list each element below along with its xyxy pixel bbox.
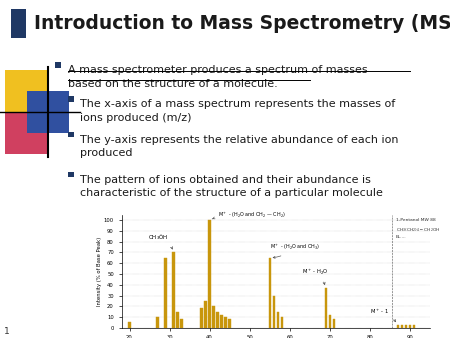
Bar	[208, 220, 211, 328]
Bar	[68, 96, 73, 102]
Text: 1-Pentanol MW 88: 1-Pentanol MW 88	[396, 218, 436, 222]
Bar	[220, 315, 223, 328]
Bar	[68, 172, 73, 177]
Text: EL....: EL....	[396, 235, 406, 239]
Y-axis label: Intensity (% of Base Peak): Intensity (% of Base Peak)	[97, 237, 102, 306]
Bar	[55, 62, 60, 68]
Text: CH$_3$ÔH: CH$_3$ÔH	[148, 233, 173, 249]
Bar	[269, 258, 271, 328]
Text: A mass spectrometer produces a spectrum of masses
based on the structure of a mo: A mass spectrometer produces a spectrum …	[68, 65, 368, 89]
Text: The x-axis of a mass spectrum represents the masses of
ions produced (m/z): The x-axis of a mass spectrum represents…	[80, 99, 395, 123]
Text: The pattern of ions obtained and their abundance is
characteristic of the struct: The pattern of ions obtained and their a…	[80, 175, 383, 198]
Bar	[324, 288, 327, 328]
Text: Introduction to Mass Spectrometry (MS): Introduction to Mass Spectrometry (MS)	[34, 14, 450, 33]
Bar	[27, 91, 69, 133]
Bar	[413, 324, 415, 328]
Bar	[277, 312, 279, 328]
Bar	[405, 324, 407, 328]
Bar	[5, 70, 47, 112]
Bar	[5, 112, 47, 154]
Bar	[68, 132, 73, 137]
Text: M$^+$ - (H$_2$O and CH$_3$): M$^+$ - (H$_2$O and CH$_3$)	[270, 242, 320, 258]
Bar	[225, 317, 227, 328]
Text: M$^+$ - H$_2$O: M$^+$ - H$_2$O	[302, 267, 328, 285]
Bar	[273, 295, 274, 328]
Bar	[180, 319, 183, 328]
Bar	[328, 315, 331, 328]
Text: M$^+$ - (H$_2$O and CH$_2$ — CH$_2$): M$^+$ - (H$_2$O and CH$_2$ — CH$_2$)	[212, 210, 285, 220]
Bar	[200, 309, 202, 328]
Bar	[409, 324, 411, 328]
Text: The y-axis represents the relative abundance of each ion
produced: The y-axis represents the relative abund…	[80, 135, 399, 159]
Bar	[216, 312, 219, 328]
Bar	[333, 319, 335, 328]
Bar	[128, 322, 130, 328]
Bar	[400, 324, 403, 328]
Bar	[229, 319, 231, 328]
Bar	[280, 317, 283, 328]
Bar	[204, 301, 207, 328]
Text: CH$_3$(CH$_2$)$_4$ ─ CH$_2$OH: CH$_3$(CH$_2$)$_4$ ─ CH$_2$OH	[396, 226, 440, 234]
Bar	[176, 312, 179, 328]
Bar	[172, 252, 175, 328]
Bar	[164, 258, 166, 328]
Text: 1: 1	[4, 327, 9, 336]
Bar	[11, 9, 26, 38]
Bar	[396, 324, 399, 328]
Text: M$^+$ - 1: M$^+$ - 1	[370, 307, 396, 322]
Bar	[212, 306, 215, 328]
Bar	[157, 317, 159, 328]
